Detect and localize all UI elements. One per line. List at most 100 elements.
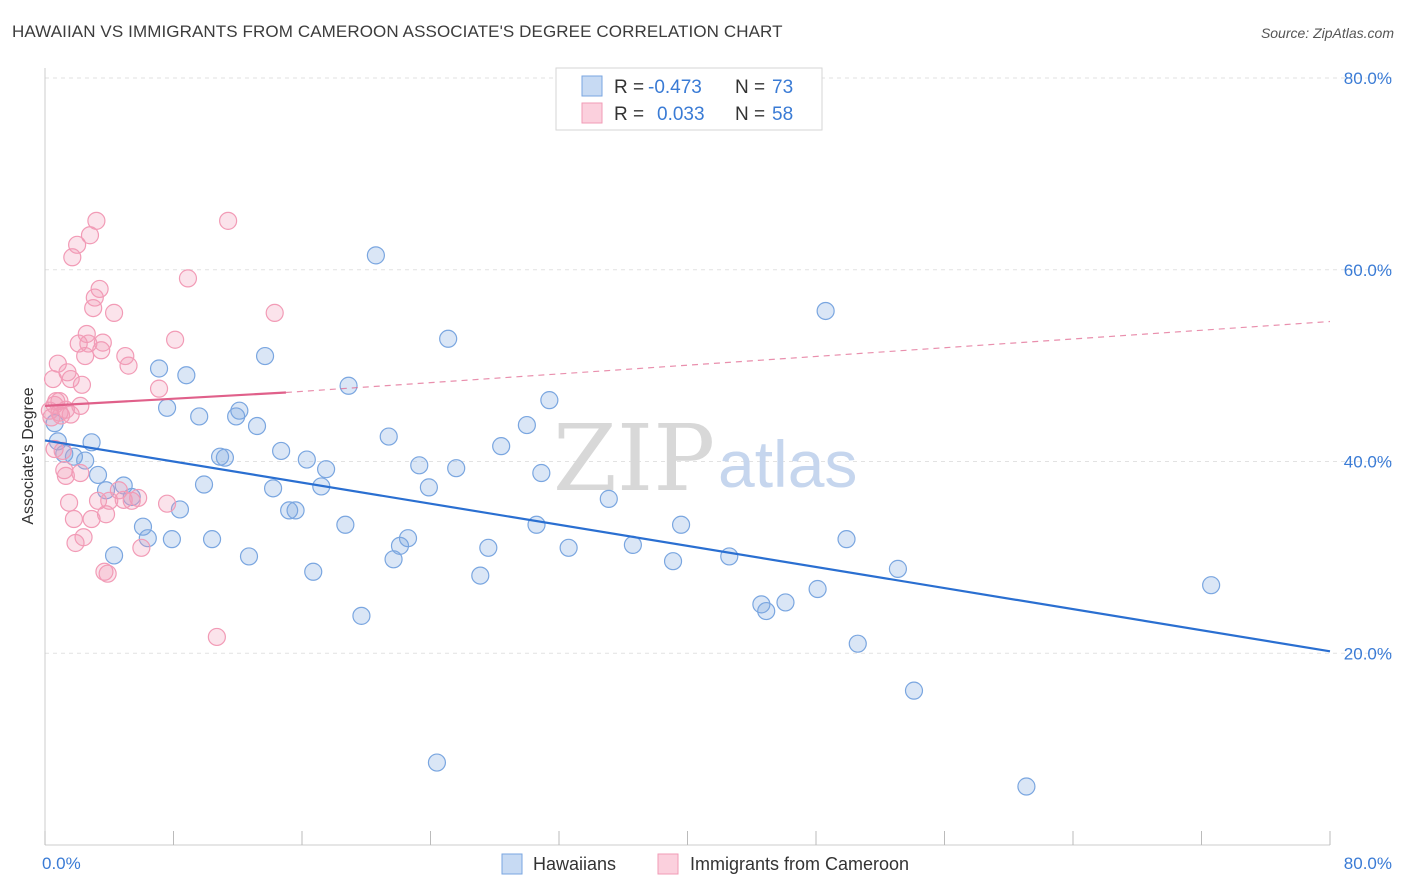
cameroon-point [132, 538, 151, 557]
hawaiians-point [133, 517, 153, 536]
hawaiians-point [157, 398, 177, 417]
cameroon-point [56, 466, 75, 485]
x-tick-label-min: 0.0% [42, 854, 81, 873]
hawaiians-point [247, 416, 267, 436]
y-tick-label: 40.0% [1344, 453, 1392, 472]
legend-r-value-2: 0.033 [657, 104, 705, 125]
hawaiians-point [720, 547, 739, 566]
hawaiians-point [316, 460, 336, 479]
y-tick-label: 80.0% [1344, 69, 1392, 88]
hawaiians-point [104, 546, 124, 565]
legend-r-value-1: -0.473 [648, 77, 702, 98]
cameroon-point [71, 463, 90, 483]
series-cameroon [40, 211, 284, 647]
cameroon-point [149, 379, 169, 398]
hawaiians-trend-line [44, 439, 1331, 653]
hawaiians-point [848, 634, 867, 653]
cameroon-point [59, 493, 79, 512]
cameroon-point [51, 406, 71, 425]
y-tick-labels: 20.0% 40.0% 60.0% 80.0% [1344, 69, 1392, 663]
bottom-legend-label-cameroon: Immigrants from Cameroon [690, 854, 909, 874]
hawaiians-point [816, 301, 835, 321]
cameroon-trend-line [44, 391, 286, 407]
hawaiians-point [471, 566, 490, 585]
hawaiians-point [904, 681, 924, 700]
cameroon-point [72, 375, 92, 394]
hawaiians-point [194, 475, 214, 494]
legend-n-value-2: 58 [772, 104, 793, 125]
top-legend: R = -0.473 N = 73 R = 0.033 N = 58 [555, 67, 823, 131]
hawaiians-point [138, 529, 157, 548]
cameroon-trend-extension [285, 320, 1331, 394]
cameroon-point [92, 341, 111, 360]
cameroon-point [95, 562, 114, 581]
hawaiians-point [599, 489, 618, 508]
cameroon-point [64, 509, 84, 529]
hawaiians-point [663, 552, 683, 571]
cameroon-point [61, 369, 80, 389]
hawaiians-point [398, 529, 418, 548]
trend-lines [44, 320, 1331, 653]
hawaiians-point [410, 456, 429, 475]
hawaiians-point [263, 479, 283, 498]
bottom-legend-swatch-cameroon [657, 853, 679, 875]
bottom-legend-swatch-hawaiians [501, 853, 523, 875]
grid [45, 77, 1392, 654]
cameroon-point [119, 356, 138, 375]
x-tick-label-max: 80.0% [1344, 854, 1392, 873]
cameroon-point [157, 494, 177, 513]
hawaiians-point [808, 579, 827, 599]
legend-r-label-1: R = [614, 77, 644, 98]
hawaiians-point [280, 501, 299, 520]
hawaiians-point [352, 606, 371, 625]
y-tick-label: 60.0% [1344, 261, 1392, 280]
watermark-zip: ZIP [553, 405, 715, 512]
legend-swatch-cameroon [581, 102, 603, 124]
cameroon-point [178, 269, 198, 288]
hawaiians-point [1017, 777, 1036, 796]
cameroon-point [98, 564, 117, 583]
hawaiians-point [427, 753, 447, 772]
hawaiians-point [888, 559, 908, 578]
hawaiians-point [447, 459, 466, 478]
cameroon-point [61, 405, 80, 424]
hawaiians-point [671, 515, 691, 534]
hawaiians-point [272, 441, 291, 461]
cameroon-point [87, 211, 106, 230]
cameroon-point [93, 333, 112, 352]
bottom-legend: Hawaiians Immigrants from Cameroon [501, 853, 909, 875]
cameroon-point [68, 235, 87, 254]
hawaiians-point [540, 391, 559, 410]
hawaiians-point [532, 463, 551, 483]
cameroon-point [85, 288, 104, 307]
cameroon-point [82, 509, 101, 529]
legend-n-value-1: 73 [772, 77, 793, 98]
bottom-legend-label-hawaiians: Hawaiians [533, 854, 616, 874]
cameroon-point [207, 627, 226, 647]
hawaiians-point [757, 601, 776, 621]
hawaiians-point [527, 515, 546, 534]
hawaiians-point [366, 246, 385, 265]
x-ticks [44, 831, 1331, 845]
hawaiians-point [419, 478, 438, 497]
hawaiians-point [492, 437, 511, 456]
hawaiians-point [227, 407, 246, 426]
hawaiians-point [215, 448, 234, 467]
hawaiians-point [517, 415, 536, 435]
hawaiians-point [239, 547, 259, 566]
hawaiians-point [479, 538, 498, 557]
cameroon-point [45, 439, 64, 459]
hawaiians-point [297, 450, 316, 469]
hawaiians-point [88, 465, 108, 485]
hawaiians-point [177, 366, 196, 385]
hawaiians-point [255, 346, 275, 366]
cameroon-point [265, 303, 284, 322]
hawaiians-point [304, 562, 323, 581]
hawaiians-point [339, 376, 358, 395]
legend-n-label-1: N = [735, 77, 765, 98]
hawaiians-point [776, 593, 795, 612]
cameroon-point [109, 481, 128, 500]
hawaiians-point [379, 427, 398, 446]
hawaiians-point [286, 501, 305, 520]
